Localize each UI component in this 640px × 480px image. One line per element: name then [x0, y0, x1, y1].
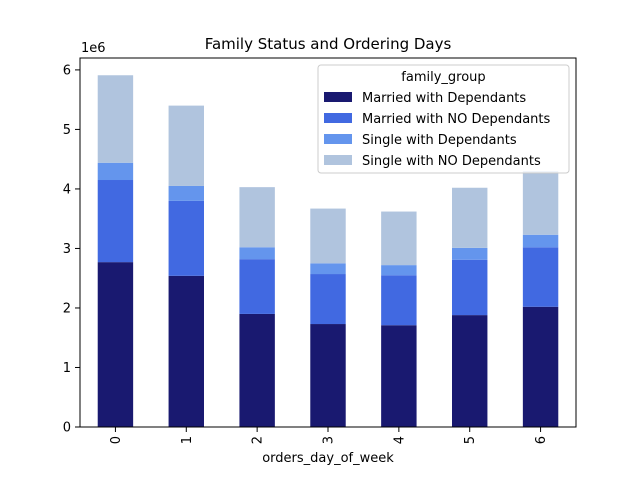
- y-axis: 0 1 2 3 4 5 6: [63, 63, 80, 436]
- bar-4-series-3: [381, 211, 417, 266]
- x-tick-label: 5: [463, 436, 478, 444]
- x-tick-label: 4: [392, 436, 407, 444]
- bar-5-series-3: [452, 187, 488, 248]
- bar-0-series-2: [97, 162, 134, 181]
- y-multiplier-label: 1e6: [81, 41, 106, 56]
- legend-entry-0: Married with Dependants: [362, 91, 526, 106]
- bar-4-series-1: [381, 275, 417, 326]
- x-tick-label: 6: [534, 436, 549, 444]
- bar-1-series-2: [168, 185, 204, 201]
- chart-title: Family Status and Ordering Days: [205, 35, 452, 53]
- bar-0-series-1: [97, 180, 134, 263]
- legend-swatch-2: [324, 134, 352, 144]
- bar-3-series-1: [310, 274, 346, 325]
- bar-4-series-2: [381, 265, 417, 276]
- legend: family_group Married with Dependants Marri…: [317, 64, 570, 174]
- bar-5-series-0: [452, 315, 488, 427]
- bar-0-series-3: [97, 75, 134, 163]
- y-tick-label: 6: [63, 63, 71, 78]
- plot-frame: [79, 57, 577, 428]
- x-axis-label: orders_day_of_week: [262, 451, 394, 466]
- legend-swatch-0: [324, 92, 352, 102]
- bar-3-series-2: [310, 263, 346, 275]
- bars-group: [97, 75, 559, 427]
- x-tick-label: 2: [251, 436, 266, 444]
- bar-5-series-2: [452, 247, 488, 260]
- bar-1-series-0: [168, 275, 204, 427]
- x-tick-label: 1: [180, 436, 195, 444]
- x-axis: 0 1 2 3 4 5 6: [109, 427, 549, 444]
- legend-entry-2: Single with Dependants: [362, 133, 517, 148]
- y-tick-label: 5: [63, 123, 71, 138]
- legend-title: family_group: [401, 70, 485, 85]
- y-tick-label: 2: [63, 301, 71, 316]
- legend-swatch-1: [324, 113, 352, 123]
- legend-entry-1: Married with NO Dependants: [362, 112, 550, 127]
- bar-5-series-1: [452, 259, 488, 316]
- bar-0-series-0: [97, 262, 134, 427]
- x-tick-label: 3: [322, 436, 337, 444]
- legend-swatch-3: [324, 155, 352, 165]
- bar-6-series-0: [522, 306, 559, 427]
- bar-6-series-2: [522, 234, 559, 248]
- y-tick-label: 1: [63, 361, 71, 376]
- y-tick-label: 3: [63, 242, 71, 257]
- bar-1-series-1: [168, 200, 204, 276]
- bar-2-series-0: [239, 313, 275, 427]
- legend-box: [317, 64, 570, 174]
- y-tick-label: 4: [63, 182, 71, 197]
- bar-6-series-1: [522, 247, 559, 307]
- bar-2-series-3: [239, 187, 275, 248]
- bar-3-series-0: [310, 324, 346, 427]
- bar-4-series-0: [381, 325, 417, 427]
- bar-2-series-1: [239, 259, 275, 314]
- bar-6-series-3: [522, 171, 559, 235]
- legend-entry-3: Single with NO Dependants: [362, 154, 541, 169]
- bar-2-series-2: [239, 247, 275, 260]
- y-tick-label: 0: [63, 421, 71, 436]
- x-tick-label: 0: [109, 436, 124, 444]
- bar-3-series-3: [310, 208, 346, 264]
- bar-1-series-3: [168, 105, 204, 186]
